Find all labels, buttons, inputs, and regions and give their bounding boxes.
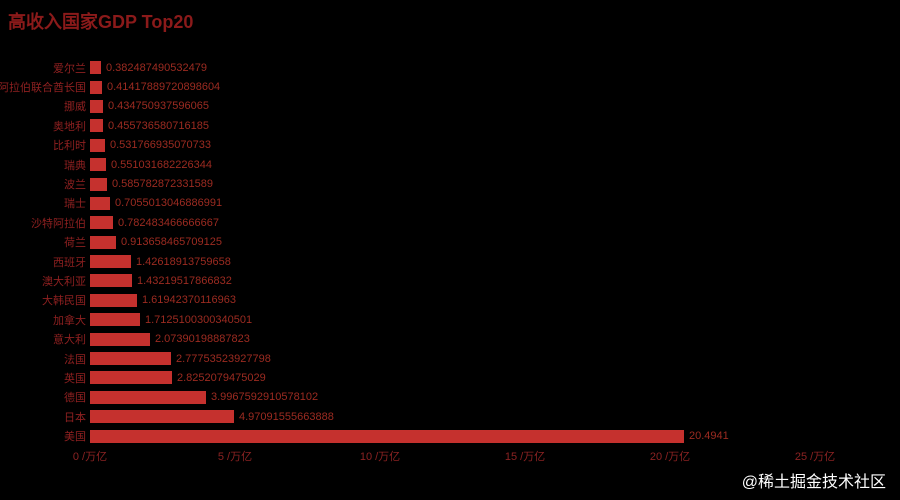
category-label: 大韩民国 — [42, 295, 86, 308]
category-label: 法国 — [64, 353, 86, 366]
category-label: 挪威 — [64, 101, 86, 114]
bar-row: 日本 4.97091555663888 — [0, 407, 900, 426]
bar-row: 比利时 0.531766935070733 — [0, 136, 900, 155]
bar-row: 大韩民国 1.61942370116963 — [0, 291, 900, 310]
bar[interactable] — [90, 119, 103, 133]
x-tick-label: 15 /万亿 — [504, 451, 546, 463]
category-label: 沙特阿拉伯 — [31, 217, 86, 230]
value-label: 2.07390198887823 — [155, 333, 250, 346]
value-label: 1.43219517866832 — [137, 274, 232, 287]
bar[interactable] — [90, 313, 140, 327]
category-label: 西班牙 — [53, 256, 86, 269]
bar-row: 瑞士 0.7055013046886991 — [0, 194, 900, 213]
value-label: 0.585782872331589 — [112, 178, 213, 191]
bar-row: 美国 20.4941 — [0, 426, 900, 445]
x-tick-label: 25 /万亿 — [794, 451, 836, 463]
x-axis: 0 /万亿 5 /万亿 10 /万亿 15 /万亿 20 /万亿 25 /万亿 — [0, 448, 900, 464]
category-label: 瑞士 — [64, 198, 86, 211]
bar[interactable] — [90, 293, 137, 307]
x-tick-label: 10 /万亿 — [359, 451, 401, 463]
category-label: 奥地利 — [53, 120, 86, 133]
value-label: 0.434750937596065 — [108, 100, 209, 113]
x-tick-label: 0 /万亿 — [72, 451, 108, 463]
value-label: 0.41417889720898604 — [107, 81, 221, 94]
bar[interactable] — [90, 158, 106, 172]
value-label: 4.97091555663888 — [239, 410, 334, 423]
x-tick-label: 5 /万亿 — [217, 451, 253, 463]
bar[interactable] — [90, 274, 132, 288]
category-label: 瑞典 — [64, 159, 86, 172]
category-label: 波兰 — [64, 179, 86, 192]
bar[interactable] — [90, 61, 101, 75]
bar[interactable] — [90, 99, 103, 113]
bar-row: 西班牙 1.42618913759658 — [0, 252, 900, 271]
plot-area: 爱尔兰 0.382487490532479 阿拉伯联合酋长国 0.4141788972… — [0, 58, 900, 446]
category-label: 美国 — [64, 431, 86, 444]
bar[interactable] — [90, 410, 234, 424]
value-label: 3.9967592910578102 — [211, 391, 319, 404]
category-label: 日本 — [64, 411, 86, 424]
value-label: 0.782483466666667 — [118, 216, 219, 229]
bar[interactable] — [90, 371, 172, 385]
value-label: 0.531766935070733 — [110, 139, 211, 152]
category-label: 阿拉伯联合酋长国 — [0, 82, 86, 95]
watermark: @稀土掘金技术社区 — [741, 474, 886, 491]
value-label: 1.61942370116963 — [142, 294, 237, 307]
category-label: 加拿大 — [53, 314, 86, 327]
bar-row: 奥地利 0.455736580716185 — [0, 116, 900, 135]
value-label: 2.8252079475029 — [177, 371, 266, 384]
bar-row: 澳大利亚 1.43219517866832 — [0, 271, 900, 290]
bar[interactable] — [90, 235, 116, 249]
value-label: 0.382487490532479 — [106, 61, 207, 74]
bar-row: 意大利 2.07390198887823 — [0, 329, 900, 348]
bar-row: 波兰 0.585782872331589 — [0, 174, 900, 193]
category-label: 荷兰 — [64, 237, 86, 250]
bar[interactable] — [90, 138, 105, 152]
value-label: 0.455736580716185 — [108, 119, 209, 132]
bar[interactable] — [90, 390, 206, 404]
bar-row: 沙特阿拉伯 0.782483466666667 — [0, 213, 900, 232]
bar[interactable] — [90, 80, 102, 94]
bar-row: 法国 2.77753523927798 — [0, 349, 900, 368]
bar[interactable] — [90, 196, 110, 210]
category-label: 爱尔兰 — [53, 62, 86, 75]
bar-row: 英国 2.8252079475029 — [0, 368, 900, 387]
value-label: 1.7125100300340501 — [145, 313, 253, 326]
bar-row: 加拿大 1.7125100300340501 — [0, 310, 900, 329]
value-label: 2.77753523927798 — [176, 352, 271, 365]
bar[interactable] — [90, 255, 131, 269]
chart-title: 高收入国家GDP Top20 — [8, 12, 194, 32]
bar-row: 荷兰 0.913658465709125 — [0, 233, 900, 252]
value-label: 0.7055013046886991 — [115, 197, 223, 210]
category-label: 澳大利亚 — [42, 275, 86, 288]
category-label: 英国 — [64, 372, 86, 385]
value-label: 0.913658465709125 — [121, 236, 222, 249]
x-tick-label: 20 /万亿 — [649, 451, 691, 463]
category-label: 意大利 — [53, 334, 86, 347]
bar-row: 挪威 0.434750937596065 — [0, 97, 900, 116]
bar[interactable] — [90, 216, 113, 230]
category-label: 德国 — [64, 392, 86, 405]
value-label: 1.42618913759658 — [136, 255, 231, 268]
bar[interactable] — [90, 332, 150, 346]
bar-row: 爱尔兰 0.382487490532479 — [0, 58, 900, 77]
bar[interactable] — [90, 352, 171, 366]
value-label: 0.551031682226344 — [111, 158, 212, 171]
value-label: 20.4941 — [689, 430, 729, 443]
bar-row: 阿拉伯联合酋长国 0.41417889720898604 — [0, 77, 900, 96]
category-label: 比利时 — [53, 140, 86, 153]
bar-row: 瑞典 0.551031682226344 — [0, 155, 900, 174]
bar[interactable] — [90, 429, 684, 443]
bar-row: 德国 3.9967592910578102 — [0, 388, 900, 407]
bar[interactable] — [90, 177, 107, 191]
